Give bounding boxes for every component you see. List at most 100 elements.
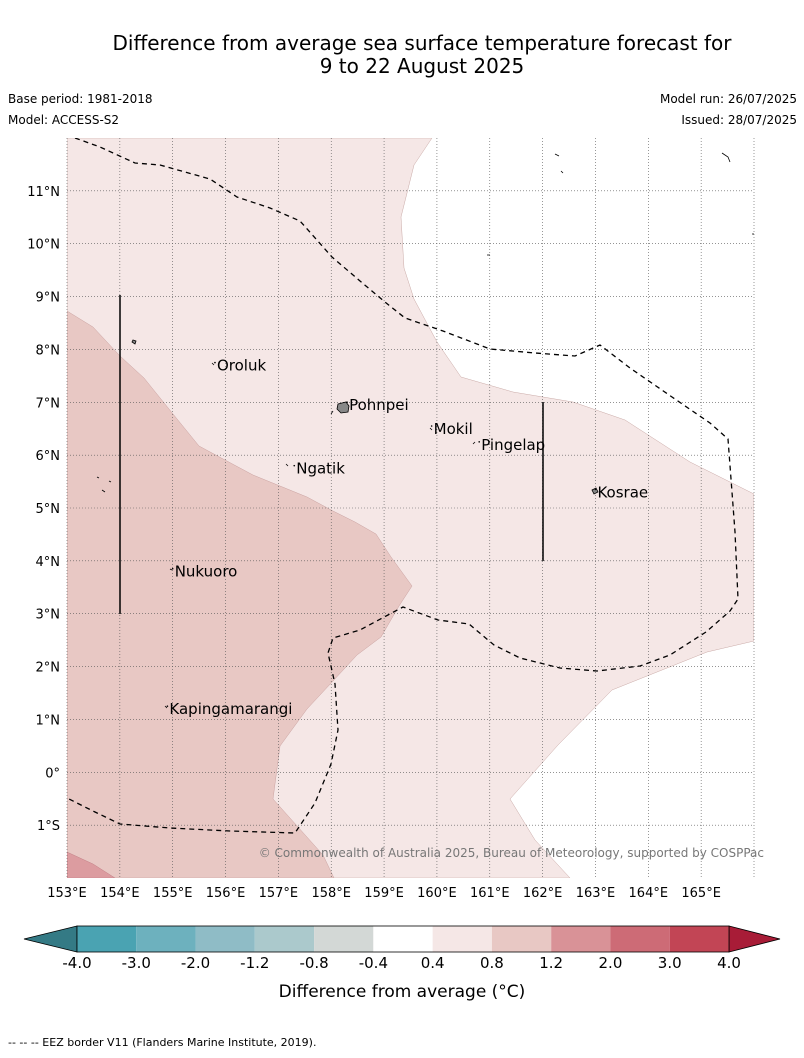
title-line-2: 9 to 22 August 2025	[319, 54, 525, 78]
title-line-1: Difference from average sea surface temp…	[112, 31, 732, 55]
colorbar-segment	[254, 926, 315, 952]
lon-tick-label: 158°E	[311, 886, 351, 901]
island-kosrae	[591, 487, 599, 495]
island-oroluk-lagoon	[211, 362, 215, 366]
island-east	[487, 233, 754, 256]
model-name: Model: ACCESS-S2	[8, 113, 120, 127]
place-marker	[214, 361, 216, 364]
lat-tick-label: 2°N	[36, 661, 61, 676]
lon-tick-label: 162°E	[523, 886, 563, 901]
contour-band-1-2-to-2-0	[67, 851, 116, 878]
lon-tick-label: 159°E	[364, 886, 404, 901]
place-marker	[594, 488, 597, 491]
map-and-colorbar: Oroluk Pohnpei Mokil Pingelap Ngatik Kosrae Nu…	[23, 138, 781, 1002]
lon-tick-label: 153°E	[47, 886, 87, 901]
latitude-labels: 1°S 0° 1°N 2°N 3°N 4°N 5°N 6°N 7°N 8°N 9°N 10°N 11°N	[27, 185, 60, 834]
lon-tick-label: 157°E	[259, 886, 299, 901]
lat-tick-label: 6°N	[36, 449, 61, 464]
eez-borders	[67, 138, 739, 834]
island-ngatik	[285, 463, 289, 467]
lat-tick-label: 0°	[45, 766, 60, 781]
place-marker	[430, 425, 433, 427]
colorbar-tick-label: 0.4	[421, 954, 445, 972]
colorbar: -4.0 -3.0 -2.0 -1.2 -0.8 -0.4 0.4 0.8 1.2 2.0 3.0 4…	[23, 925, 781, 972]
lat-tick-label: 9°N	[36, 291, 61, 306]
place-label: Ngatik	[296, 460, 345, 478]
place-labels: Oroluk Pohnpei Mokil Pingelap Ngatik Kosrae Nu…	[166, 357, 648, 718]
lat-tick-label: 1°N	[36, 713, 61, 728]
colorbar-segment	[314, 926, 374, 952]
colorbar-segment	[373, 926, 433, 952]
island-nukuoro	[169, 568, 173, 571]
lon-tick-label: 161°E	[470, 886, 510, 901]
island-pakin	[330, 410, 334, 415]
colorbar-tick-label: -0.8	[299, 954, 328, 972]
colorbar-segment	[491, 926, 552, 952]
place-marker	[166, 705, 169, 707]
island-minto	[96, 476, 112, 493]
colorbar-segment	[136, 926, 196, 952]
colorbar-tick-label: 4.0	[717, 954, 741, 972]
model-run: Model run: 26/07/2025	[659, 92, 797, 106]
place-marker	[293, 464, 296, 467]
lat-tick-label: 10°N	[27, 238, 60, 253]
longitude-labels: 153°E 154°E 155°E 156°E 157°E 158°E 159°E 160°E…	[47, 886, 721, 901]
map-gridlines	[66, 138, 755, 878]
place-label: Pohnpei	[349, 396, 409, 414]
lon-tick-label: 165°E	[681, 886, 721, 901]
contour-band-0-8-to-1-2	[67, 310, 413, 878]
lon-tick-label: 163°E	[576, 886, 616, 901]
eez-footnote: -- -- -- EEZ border V11 (Flanders Marine…	[8, 1036, 317, 1049]
colorbar-segment	[432, 926, 492, 952]
island-pingelap	[472, 441, 476, 445]
colorbar-tick-label: -0.4	[359, 954, 388, 972]
place-label: Pingelap	[481, 436, 545, 454]
place-label: Kosrae	[597, 483, 648, 501]
colorbar-segment	[669, 926, 729, 952]
colorbar-tick-label: -4.0	[62, 954, 91, 972]
issued-date: Issued: 28/07/2025	[681, 113, 797, 127]
colorbar-label: Difference from average (°C)	[279, 982, 526, 1002]
colorbar-segment	[610, 926, 670, 952]
island-small-north	[554, 152, 731, 174]
lat-tick-label: 5°N	[36, 502, 61, 517]
colorbar-segment	[551, 926, 611, 952]
islands	[96, 152, 754, 709]
forecast-map: Oroluk Pohnpei Mokil Pingelap Ngatik Kosrae Nu…	[27, 138, 764, 901]
monthly-markers	[119, 295, 544, 614]
lat-tick-label: 11°N	[27, 185, 60, 200]
place-label: Kapingamarangi	[169, 700, 292, 718]
chart-title: Difference from average sea surface temp…	[0, 32, 804, 78]
island-pohnpei	[336, 401, 350, 414]
lon-tick-label: 154°E	[100, 886, 140, 901]
colorbar-tick-label: 2.0	[599, 954, 623, 972]
lon-tick-label: 156°E	[206, 886, 246, 901]
colorbar-tick-label: 1.2	[539, 954, 563, 972]
base-period: Base period: 1981-2018	[8, 92, 153, 106]
eez-border-north	[67, 138, 739, 834]
island-kapinga	[164, 705, 168, 709]
island-mokil	[429, 427, 433, 431]
lon-tick-label: 160°E	[417, 886, 457, 901]
place-label: Oroluk	[217, 357, 266, 375]
lat-tick-label: 3°N	[36, 608, 61, 623]
lat-tick-label: 8°N	[36, 343, 61, 358]
place-marker	[346, 401, 348, 404]
colorbar-tick-label: -3.0	[122, 954, 151, 972]
island-oroluk	[131, 339, 137, 345]
colorbar-segment	[77, 926, 137, 952]
colorbar-frame	[76, 925, 730, 953]
lon-tick-label: 155°E	[153, 886, 193, 901]
colorbar-tick-label: 3.0	[658, 954, 682, 972]
place-marker	[478, 441, 481, 443]
lat-tick-label: 4°N	[36, 555, 61, 570]
colorbar-over-arrow	[728, 925, 781, 953]
colorbar-segment	[195, 926, 255, 952]
place-label: Nukuoro	[175, 563, 238, 581]
colorbar-tick-label: 0.8	[480, 954, 504, 972]
colorbar-under-arrow	[23, 925, 78, 953]
lon-tick-label: 164°E	[629, 886, 669, 901]
place-marker	[171, 567, 174, 570]
lat-tick-label: 1°S	[37, 819, 60, 834]
place-label: Mokil	[434, 420, 473, 438]
